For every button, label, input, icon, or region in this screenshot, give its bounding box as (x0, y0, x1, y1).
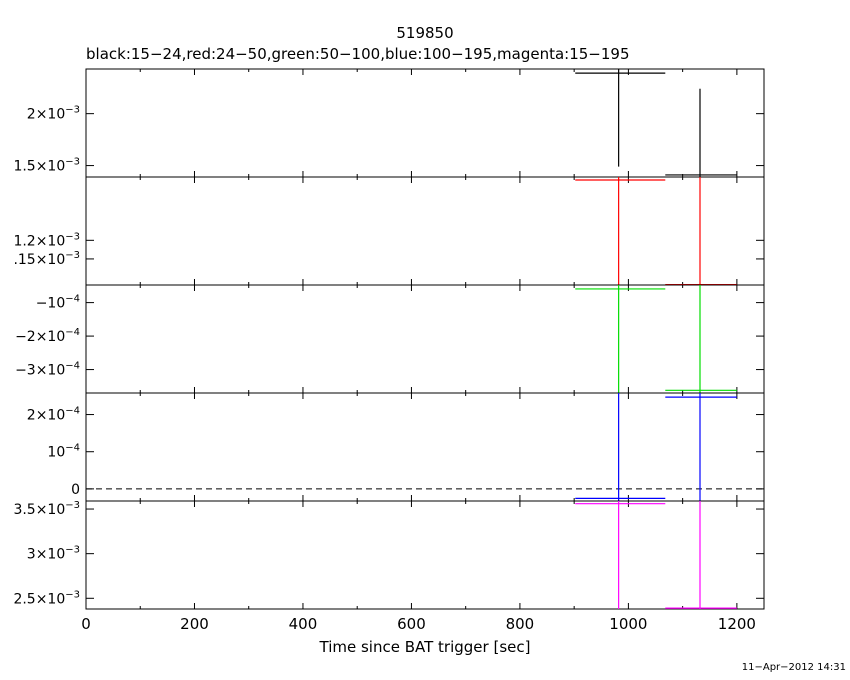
y-tick-label: 1.2×10−3 (13, 231, 80, 249)
x-tick-label: 400 (289, 615, 318, 633)
x-tick-label: 1200 (718, 615, 756, 633)
y-tick-label: 10−4 (47, 443, 80, 461)
x-tick-label: 800 (506, 615, 535, 633)
panel-frame-magenta (85, 500, 765, 610)
panel-frame-red (85, 176, 765, 286)
timestamp: 11−Apr−2012 14:31 (741, 662, 846, 673)
y-tick-label: 2×10−3 (27, 105, 80, 123)
y-tick-label: −2×10−4 (15, 327, 80, 345)
chart-subtitle: black:15−24,red:24−50,green:50−100,blue:… (86, 45, 630, 63)
panel-frame-green (85, 284, 765, 394)
y-tick-label: .15×10−3 (13, 250, 80, 268)
x-tick-label: 0 (81, 615, 91, 633)
x-tick-label: 1000 (609, 615, 647, 633)
x-axis-label: Time since BAT trigger [sec] (319, 638, 531, 656)
y-tick-label: 2×10−4 (27, 406, 80, 424)
panel-frame-black (85, 68, 765, 178)
y-tick-label: 0 (71, 482, 80, 498)
y-tick-label: −10−4 (36, 294, 80, 312)
y-tick-label: 2.5×10−3 (13, 589, 80, 607)
y-tick-label: 1.5×10−3 (13, 157, 80, 175)
y-tick-label: 3×10−3 (27, 545, 80, 563)
panel-frame-blue (85, 392, 765, 502)
y-tick-label: −3×10−4 (15, 361, 80, 379)
x-tick-label: 600 (397, 615, 426, 633)
chart-title: 519850 (396, 24, 454, 42)
x-tick-label: 200 (180, 615, 209, 633)
y-tick-label: 3.5×10−3 (13, 500, 80, 518)
